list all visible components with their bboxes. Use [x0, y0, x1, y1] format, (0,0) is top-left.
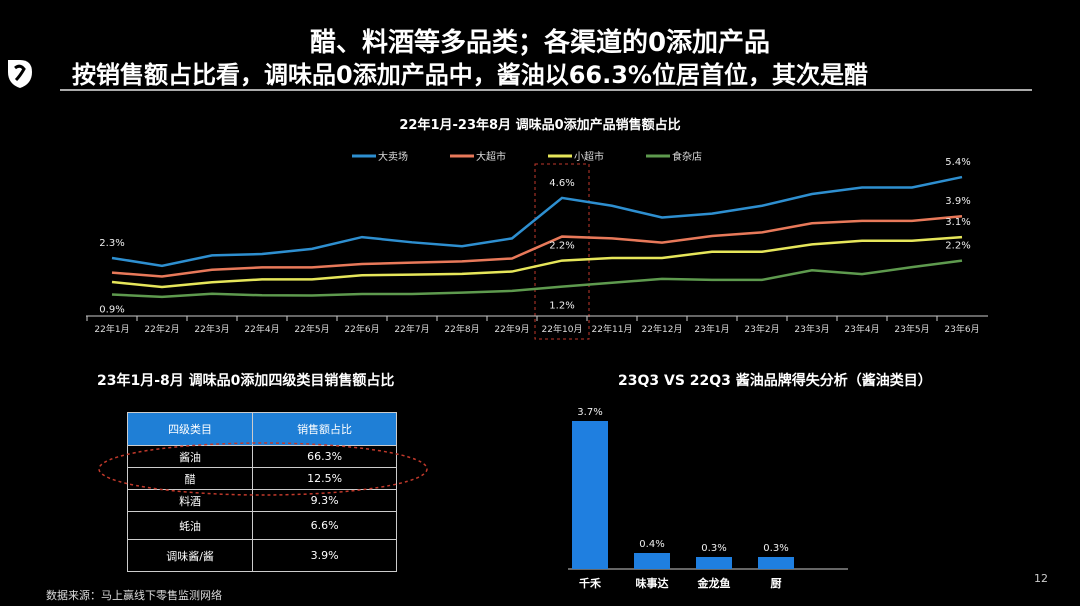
x-tick-label: 22年12月 — [642, 323, 683, 335]
x-tick-label: 23年2月 — [744, 323, 779, 335]
table-header: 销售额占比 — [252, 412, 397, 446]
data-label: 3.1% — [945, 217, 970, 228]
bar — [572, 421, 608, 569]
legend-label: 大卖场 — [378, 150, 408, 163]
bar-category-label: 厨 — [771, 577, 782, 590]
bar-value-label: 0.4% — [639, 539, 664, 550]
bar-value-label: 0.3% — [701, 543, 726, 554]
data-label: 3.9% — [945, 196, 970, 207]
table-row: 蚝油 6.6% — [126, 511, 397, 540]
x-tick-label: 23年5月 — [894, 323, 929, 335]
x-tick-label: 22年4月 — [244, 323, 279, 335]
bar — [758, 557, 794, 569]
legend-label: 小超市 — [574, 150, 604, 163]
brand-logo-icon — [8, 60, 32, 88]
legend-label: 食杂店 — [672, 150, 702, 163]
x-tick-label: 22年11月 — [592, 323, 633, 335]
series-line-小超市 — [111, 235, 963, 289]
data-label: 2.3% — [99, 238, 124, 249]
bar-chart-title: 23Q3 VS 22Q3 酱油品牌得失分析（酱油类目） — [618, 373, 932, 389]
table-row: 醋 12.5% — [126, 467, 397, 490]
x-tick-label: 23年3月 — [794, 323, 829, 335]
bar-category-label: 千禾 — [579, 576, 602, 590]
data-label: 5.4% — [945, 157, 970, 168]
x-tick-label: 22年9月 — [494, 323, 529, 335]
legend-label: 大超市 — [476, 150, 506, 163]
highlight-ellipse — [98, 442, 428, 496]
data-label: 4.6% — [549, 178, 574, 189]
line-chart: 大卖场 大超市 小超市 食杂店 22年1月 22年2月 22年3月 22年4月 22年5月 22年… — [86, 150, 988, 340]
category-share-table: 四级类目 销售额占比 酱油 66.3% 醋 12.5% 料酒 9.3% 蚝油 6.6% 调… — [126, 412, 397, 572]
cell: 蚝油 — [126, 511, 254, 540]
x-tick-label: 22年3月 — [194, 323, 229, 335]
x-tick-label: 22年10月 — [542, 323, 583, 335]
x-tick-label: 23年4月 — [844, 323, 879, 335]
page-title-line2: 按销售额占比看，调味品0添加产品中，酱油以66.3%位居首位，其次是醋 — [72, 61, 868, 89]
page-title-line1: 醋、料酒等多品类；各渠道的0添加产品 — [309, 28, 771, 58]
table-row: 调味酱/酱 3.9% — [126, 539, 397, 572]
highlight-box — [534, 163, 590, 340]
x-tick-label: 22年5月 — [294, 323, 329, 335]
x-tick-label: 22年6月 — [344, 323, 379, 335]
bar-category-label: 味事达 — [636, 576, 669, 590]
bar-value-label: 3.7% — [577, 407, 602, 418]
table-header: 四级类目 — [126, 412, 254, 446]
x-tick-label: 22年8月 — [444, 323, 479, 335]
series-line-大超市 — [111, 214, 963, 278]
x-tick-label: 23年6月 — [944, 323, 979, 335]
bar-chart: 3.7% 千禾 0.4% 味事达 0.3% 金龙鱼 0.3% 厨 — [568, 407, 848, 590]
table-title: 23年1月-8月 调味品0添加四级类目销售额占比 — [97, 373, 395, 389]
series-line-大卖场 — [111, 175, 963, 268]
data-label: 2.2% — [945, 241, 970, 252]
bar-value-label: 0.3% — [763, 543, 788, 554]
series-line-食杂店 — [111, 259, 963, 299]
x-tick-label: 23年1月 — [694, 323, 729, 335]
x-tick-label: 22年2月 — [144, 323, 179, 335]
data-label: 2.2% — [549, 241, 574, 252]
x-tick-label: 22年1月 — [94, 323, 129, 335]
cell: 3.9% — [252, 539, 397, 572]
cell: 9.3% — [252, 489, 397, 512]
cell: 调味酱/酱 — [126, 539, 254, 572]
title-divider — [60, 89, 1032, 91]
bar-category-label: 金龙鱼 — [697, 576, 731, 590]
cell: 6.6% — [252, 511, 397, 540]
line-chart-title: 22年1月-23年8月 调味品0添加产品销售额占比 — [399, 118, 681, 133]
bar — [696, 557, 732, 569]
bar — [634, 553, 670, 569]
x-tick-label: 22年7月 — [394, 323, 429, 335]
source-note: 数据来源：马上赢线下零售监测网络 — [46, 589, 222, 602]
page-number: 12 — [1034, 572, 1048, 585]
data-label: 0.9% — [99, 305, 124, 316]
data-label: 1.2% — [549, 301, 574, 312]
